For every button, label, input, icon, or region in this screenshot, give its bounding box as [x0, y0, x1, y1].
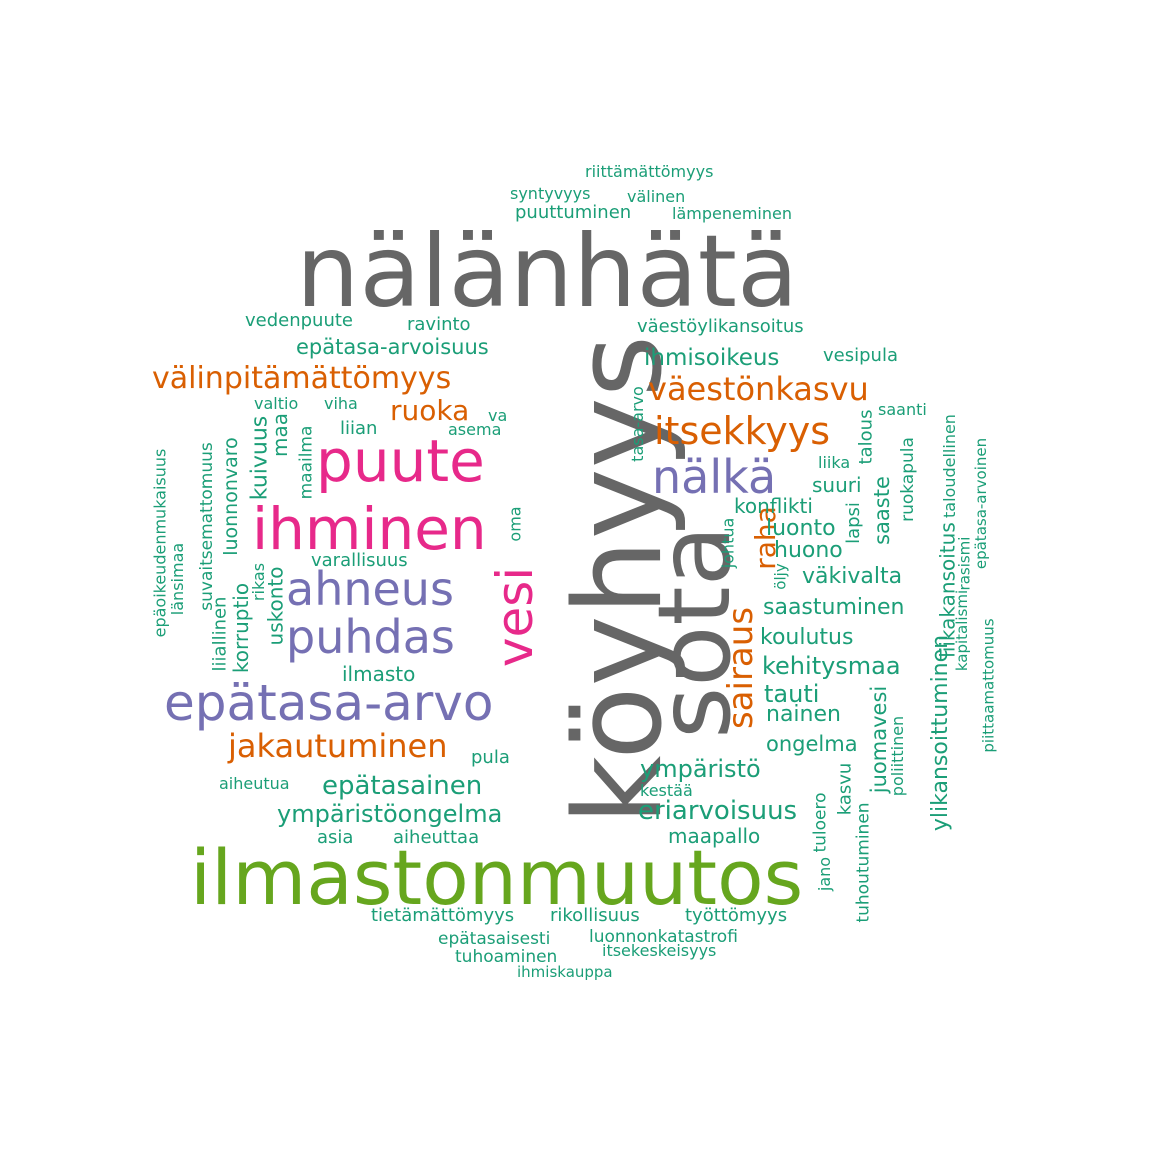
- word-ihmisoikeus: ihmisoikeus: [644, 345, 780, 371]
- word-epatasa-arvoisuus: epätasa-arvoisuus: [296, 335, 489, 359]
- word-piittaamattomuus: piittaamattomuus: [979, 618, 998, 753]
- word-eriarvoisuus: eriarvoisuus: [638, 796, 798, 826]
- word-ilmastonmuutos: ilmastonmuutos: [190, 833, 804, 922]
- word-ymparisto: ympäristö: [640, 755, 761, 783]
- word-valinpitamattomyys: välinpitämättömyys: [152, 361, 452, 396]
- word-luonnonvaro: luonnonvaro: [219, 437, 242, 556]
- word-rikollisuus: rikollisuus: [550, 905, 640, 926]
- word-vesipula: vesipula: [823, 345, 898, 366]
- word-varallisuus: varallisuus: [311, 550, 408, 571]
- word-kasvu: kasvu: [834, 762, 856, 816]
- word-rasismi: rasismi: [955, 536, 974, 591]
- word-nainen: nainen: [766, 702, 841, 727]
- word-aiheuttaa: aiheuttaa: [393, 827, 480, 848]
- word-vaestoylikansoitus: väestöylikansoitus: [637, 316, 804, 337]
- word-koulutus: koulutus: [760, 625, 854, 650]
- word-huono: huono: [774, 538, 843, 563]
- word-saanti: saanti: [878, 400, 927, 419]
- word-tuloero: tuloero: [810, 792, 831, 853]
- word-epatasa-arvo: epätasa-arvo: [164, 674, 494, 732]
- word-valinen: välinen: [627, 187, 686, 206]
- word-sairaus: sairaus: [721, 606, 762, 730]
- word-ruoka: ruoka: [390, 394, 470, 427]
- word-vakivalta: väkivalta: [802, 564, 903, 589]
- word-va: va: [488, 406, 508, 425]
- word-nalka: nälkä: [652, 450, 777, 504]
- word-asia: asia: [317, 827, 354, 848]
- word-valtio: valtio: [254, 394, 299, 413]
- word-tuhoaminen: tuhoaminen: [455, 947, 558, 967]
- word-konflikti: konflikti: [734, 494, 813, 518]
- word-juomavesi: juomavesi: [867, 685, 892, 794]
- word-puuttuminen: puuttuminen: [515, 202, 632, 223]
- word-liian: liian: [340, 418, 378, 439]
- word-lampeneminen: lämpeneminen: [672, 204, 792, 223]
- word-tasa-arvo: tasa-arvo: [627, 386, 647, 462]
- word-ongelma: ongelma: [766, 732, 858, 756]
- word-saastuminen: saastuminen: [763, 595, 905, 620]
- word-ilmasto: ilmasto: [342, 662, 416, 686]
- word-ravinto: ravinto: [407, 314, 471, 335]
- word-kapitalismi: kapitalismi: [953, 589, 972, 672]
- word-jakautuminen: jakautuminen: [228, 727, 448, 765]
- word-epatasainen: epätasainen: [322, 771, 483, 801]
- word-itsekeskeisyys: itsekeskeisyys: [602, 941, 717, 960]
- word-kehitysmaa: kehitysmaa: [762, 652, 901, 680]
- word-tauti: tauti: [764, 680, 820, 708]
- word-johtua: johtua: [718, 517, 738, 569]
- word-saaste: saaste: [869, 476, 894, 545]
- word-maapallo: maapallo: [668, 824, 761, 848]
- word-viha: viha: [324, 394, 358, 413]
- word-liiallinen: liiallinen: [209, 596, 231, 672]
- word-ihminen: ihminen: [252, 495, 487, 563]
- word-lapsi: lapsi: [842, 502, 864, 544]
- word-ymparistoongelma: ympäristöongelma: [277, 800, 503, 828]
- word-uskonto: uskonto: [263, 566, 288, 646]
- word-itsekkyys: itsekkyys: [654, 409, 831, 453]
- word-luonnonkatastrofi: luonnonkatastrofi: [589, 927, 738, 947]
- word-epatasa-arvoinen: epätasa-arvoinen: [972, 437, 991, 570]
- word-aiheutua: aiheutua: [219, 774, 290, 793]
- word-ruokapula: ruokapula: [897, 437, 918, 522]
- word-puhdas: puhdas: [286, 610, 455, 664]
- word-syntyvyys: syntyvyys: [510, 184, 591, 203]
- word-puute: puute: [316, 427, 485, 495]
- word-luonto: luonto: [766, 516, 836, 541]
- word-riittamattomyys: riittämättömyys: [585, 162, 714, 181]
- word-poliittinen: poliittinen: [888, 715, 908, 797]
- word-ahneus: ahneus: [286, 562, 454, 616]
- word-maailma: maailma: [296, 425, 317, 500]
- word-talous: talous: [855, 409, 877, 465]
- word-liika: liika: [818, 453, 851, 472]
- word-epaoikeudenmukaisuus: epäoikeudenmukaisuus: [150, 448, 170, 638]
- word-taloudellinen: taloudellinen: [939, 414, 959, 518]
- word-nalanhata: nälänhätä: [296, 213, 799, 330]
- word-kestaa: kestää: [640, 781, 693, 800]
- word-suvaitsemattomuus: suvaitsemattomuus: [196, 442, 217, 611]
- word-ylikansoittuminen: ylikansoittuminen: [928, 634, 954, 832]
- word-tietamattomyys: tietämättömyys: [371, 905, 515, 926]
- word-vedenpuute: vedenpuute: [245, 310, 354, 331]
- word-jano: jano: [815, 856, 835, 892]
- word-ihmiskauppa: ihmiskauppa: [517, 963, 613, 981]
- word-pula: pula: [471, 747, 510, 768]
- word-suuri: suuri: [812, 473, 862, 497]
- word-oma: oma: [505, 506, 525, 542]
- word-vesi: vesi: [486, 566, 545, 668]
- word-lansimaa: länsimaa: [168, 542, 188, 616]
- word-epatasaisesti: epätasaisesti: [438, 929, 551, 949]
- word-tuhoutuminen: tuhoutuminen: [853, 802, 874, 923]
- word-tyottomyys: työttömyys: [685, 905, 788, 926]
- word-vaestonkasvu: väestönkasvu: [648, 370, 869, 408]
- word-maa: maa: [268, 413, 292, 457]
- word-asema: asema: [448, 420, 502, 439]
- word-oljy: öljy: [771, 563, 790, 590]
